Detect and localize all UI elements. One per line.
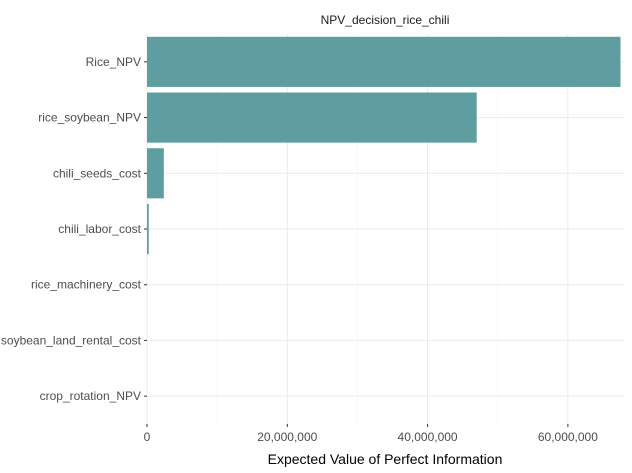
y-tick-label: rice_soybean_NPV: [38, 111, 141, 125]
x-tick-label: 20,000,000: [257, 430, 317, 444]
y-tick-label: Rice_NPV: [86, 55, 141, 69]
bar-chili_labor_cost: [147, 203, 149, 255]
x-tick-label: 40,000,000: [398, 430, 458, 444]
y-tick-label: chili_seeds_cost: [53, 166, 142, 180]
y-tick-label: crop_rotation_NPV: [40, 389, 141, 403]
y-tick-label: soybean_land_rental_cost: [1, 333, 142, 347]
x-tick-label: 0: [144, 430, 151, 444]
y-tick-label: chili_labor_cost: [58, 222, 141, 236]
y-tick-label: rice_machinery_cost: [31, 278, 142, 292]
y-tick-labels: Rice_NPV rice_soybean_NPV chili_seeds_cost…: [1, 55, 147, 403]
chart-title: NPV_decision_rice_chili: [321, 13, 450, 27]
bar-rice_soybean_NPV: [147, 92, 477, 143]
bar-Rice_NPV: [147, 36, 621, 87]
bars: [147, 36, 621, 255]
x-tick-label: 60,000,000: [538, 430, 598, 444]
bar-chili_seeds_cost: [147, 148, 164, 199]
x-tick-labels: 0 20,000,000 40,000,000 60,000,000: [144, 424, 598, 444]
x-axis-title: Expected Value of Perfect Information: [268, 451, 503, 467]
